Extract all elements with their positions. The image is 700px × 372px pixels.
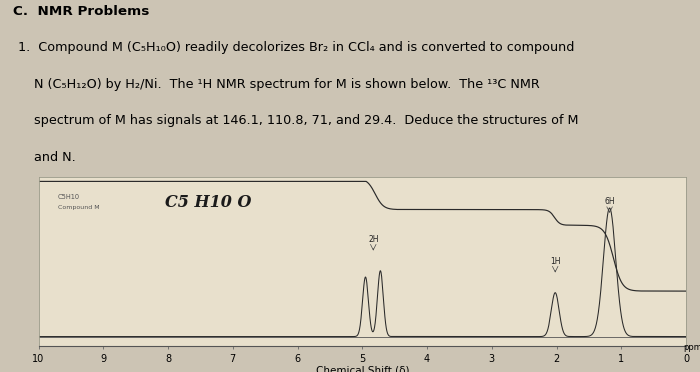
Text: N (C₅H₁₂O) by H₂/Ni.  The ¹H NMR spectrum for M is shown below.  The ¹³C NMR: N (C₅H₁₂O) by H₂/Ni. The ¹H NMR spectrum… — [18, 78, 539, 91]
Text: 1H: 1H — [550, 257, 561, 266]
Text: and N.: and N. — [18, 151, 76, 164]
Text: 2H: 2H — [368, 235, 379, 244]
Text: C.  NMR Problems: C. NMR Problems — [13, 5, 149, 18]
X-axis label: Chemical Shift (δ): Chemical Shift (δ) — [316, 366, 409, 372]
Text: C5H10: C5H10 — [58, 194, 80, 200]
Text: Compound M: Compound M — [58, 205, 99, 210]
Text: ppm: ppm — [682, 343, 700, 352]
Text: 1.  Compound M (C₅H₁₀O) readily decolorizes Br₂ in CCl₄ and is converted to comp: 1. Compound M (C₅H₁₀O) readily decoloriz… — [18, 41, 574, 54]
Text: spectrum of M has signals at 146.1, 110.8, 71, and 29.4.  Deduce the structures : spectrum of M has signals at 146.1, 110.… — [18, 114, 578, 127]
Text: C5 H10 O: C5 H10 O — [164, 194, 251, 211]
Text: 6H: 6H — [604, 198, 615, 206]
